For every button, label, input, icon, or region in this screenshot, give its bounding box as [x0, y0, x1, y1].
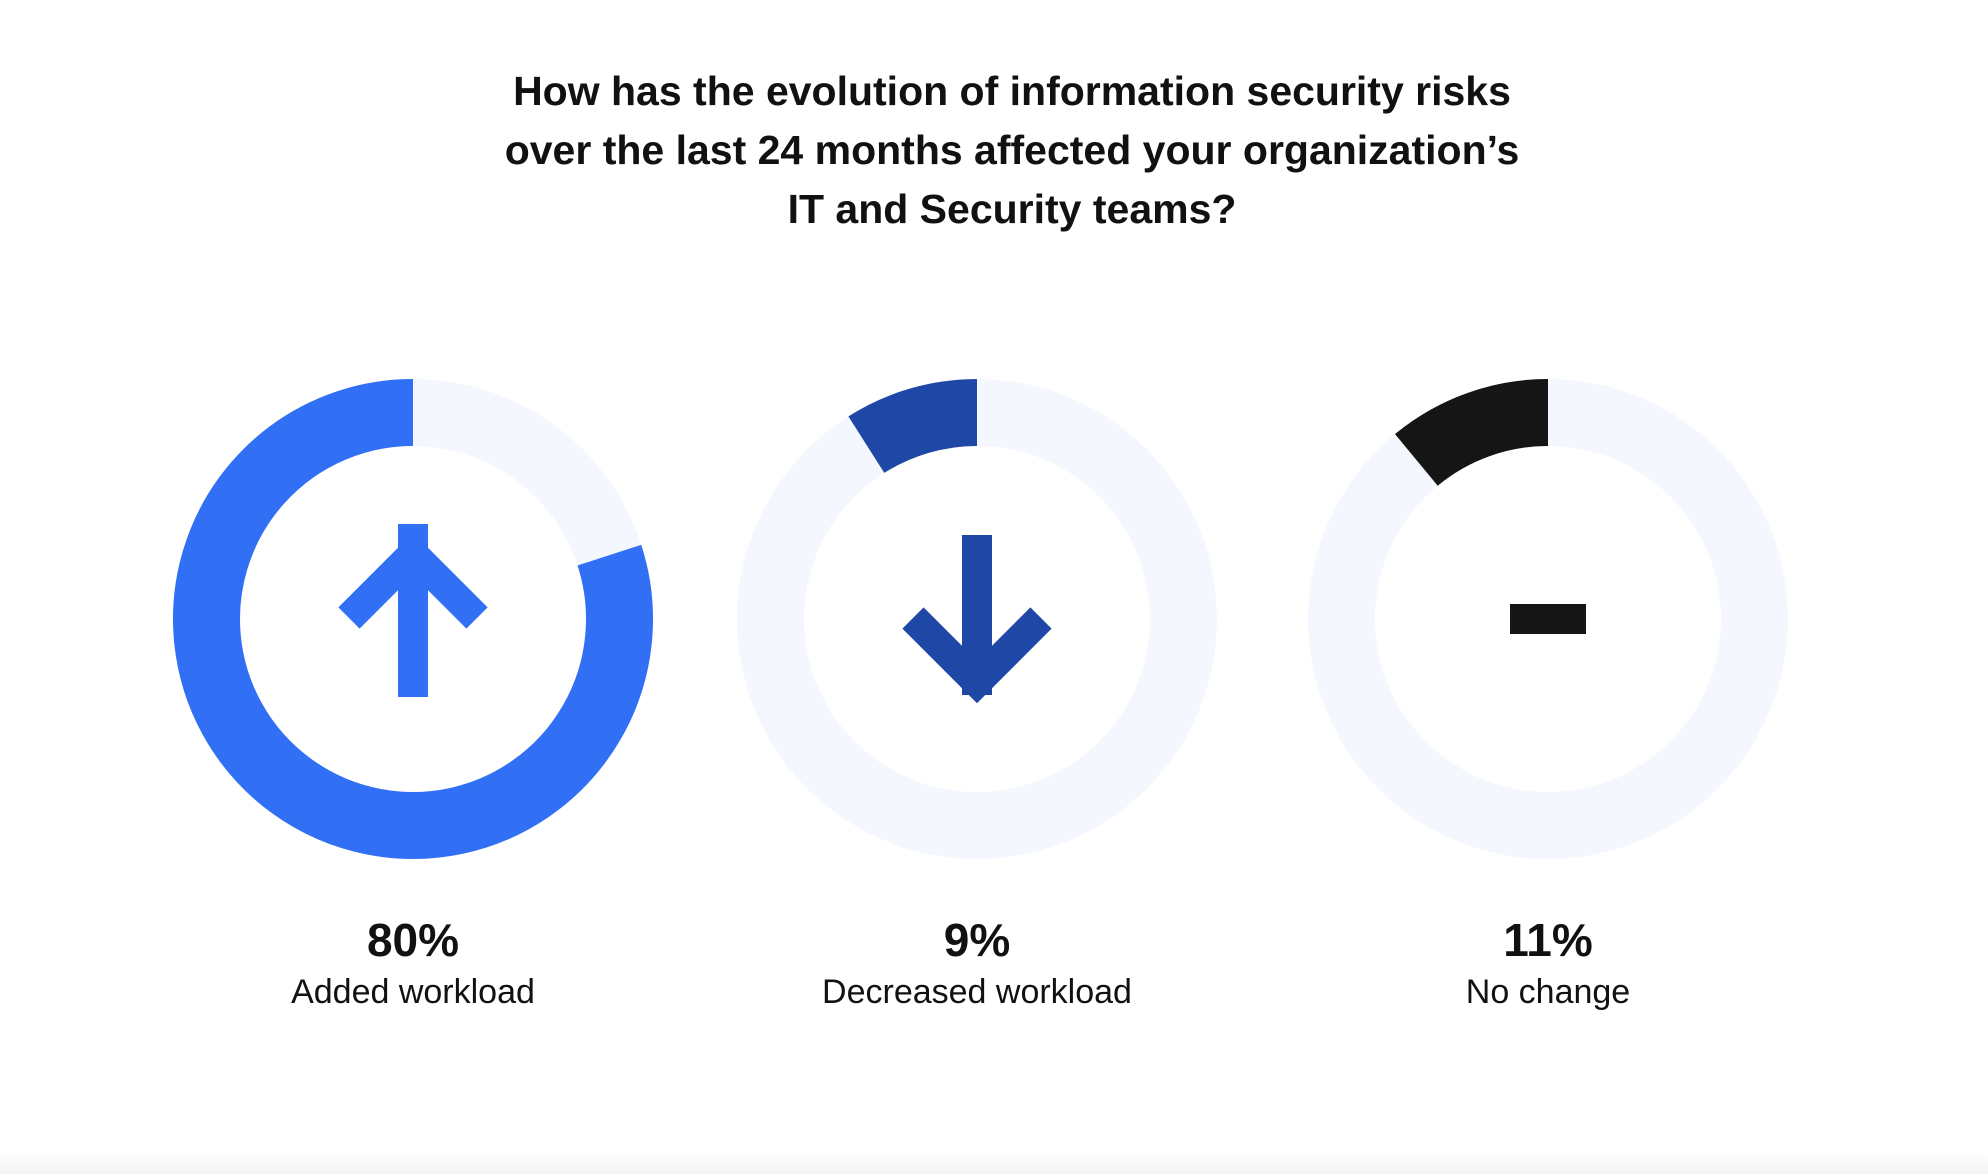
donut-slice-added-workload [173, 379, 653, 859]
chart-title: How has the evolution of information sec… [504, 68, 1520, 232]
donut-slice-no-change [1395, 379, 1549, 487]
stat-decreased-workload: 9% Decreased workload [767, 910, 1187, 1014]
dash-icon [1510, 604, 1586, 634]
stat-label: Decreased workload [822, 973, 1132, 1011]
arrow-head [902, 607, 1052, 704]
stat-label: Added workload [291, 973, 535, 1011]
arrow-down-icon [902, 535, 1052, 704]
stat-added-workload: 80% Added workload [203, 910, 623, 1014]
donut-slice-decreased-workload [848, 379, 978, 474]
bottom-edge [0, 1152, 1988, 1174]
arrow-head [338, 532, 488, 629]
stat-value: 9% [943, 914, 1011, 966]
stat-label: No change [1465, 973, 1631, 1011]
stat-value: 80% [366, 914, 460, 966]
stat-no-change: 11% No change [1338, 910, 1758, 1014]
stat-value: 11% [1503, 914, 1593, 966]
arrow-up-icon [338, 524, 488, 697]
dash-bar [1510, 604, 1586, 634]
